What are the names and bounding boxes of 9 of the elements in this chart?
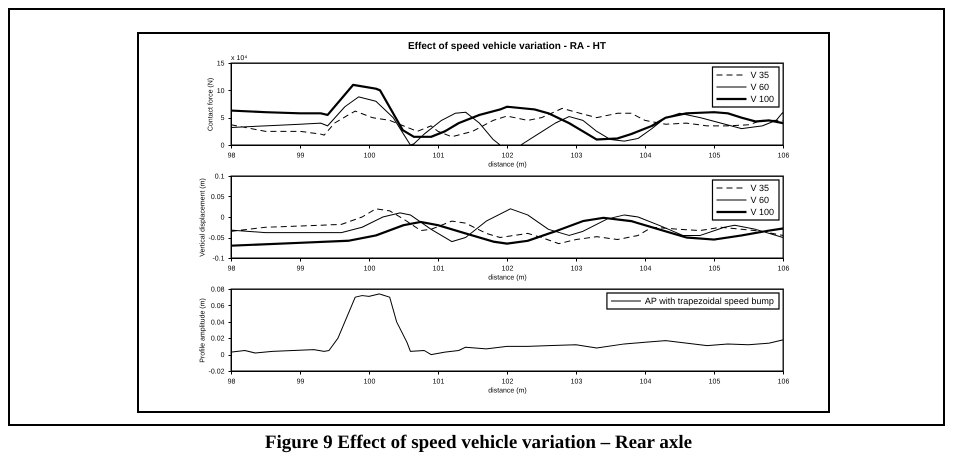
legend-label: V 60	[750, 195, 769, 205]
chart-title: Effect of speed vehicle variation - RA - HT	[408, 41, 606, 52]
legend-label: V 35	[750, 183, 769, 193]
legend-label: V 100	[750, 94, 774, 104]
legend-label: AP with trapezoidal speed bump	[644, 296, 774, 306]
legend-label: V 35	[750, 70, 769, 80]
legend-label: V 60	[750, 82, 769, 92]
caption: Figure 9 Effect of speed vehicle variation – Rear axle	[264, 432, 694, 454]
legend-label: V 100	[750, 207, 774, 217]
